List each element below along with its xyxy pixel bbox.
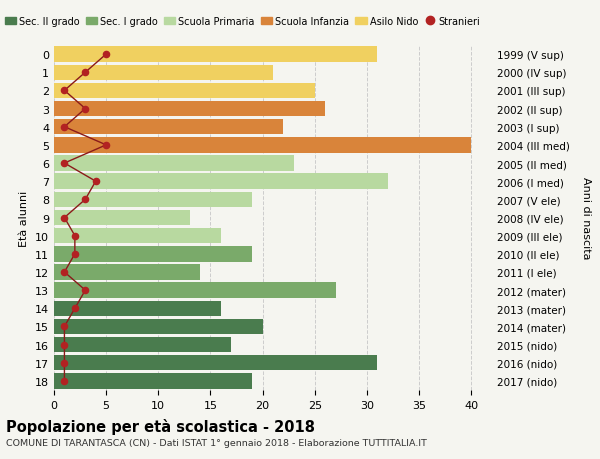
Point [80,196,90,204]
Bar [54,47,377,63]
Bar [54,84,315,99]
Point [70,232,80,240]
Bar [54,265,200,280]
Bar [54,65,273,81]
Point [101,142,111,149]
Point [59,341,69,348]
Bar [54,337,231,353]
Bar [54,174,388,190]
Bar [54,283,335,298]
Y-axis label: Anni di nascita: Anni di nascita [581,177,591,259]
Bar [54,301,221,316]
Point [70,251,80,258]
Point [70,305,80,312]
Point [59,160,69,168]
Legend: Sec. II grado, Sec. I grado, Scuola Primaria, Scuola Infanzia, Asilo Nido, Stran: Sec. II grado, Sec. I grado, Scuola Prim… [1,13,484,31]
Text: Popolazione per età scolastica - 2018: Popolazione per età scolastica - 2018 [6,418,315,434]
Point [59,269,69,276]
Point [101,51,111,59]
Bar [54,120,283,135]
Bar [54,192,252,207]
Point [91,178,101,185]
Point [80,287,90,294]
Point [80,106,90,113]
Bar [54,246,252,262]
Bar [54,229,221,244]
Point [59,88,69,95]
Bar [54,319,263,335]
Bar [54,101,325,117]
Point [59,124,69,131]
Point [59,359,69,367]
Point [80,69,90,77]
Bar [54,210,190,226]
Text: COMUNE DI TARANTASCA (CN) - Dati ISTAT 1° gennaio 2018 - Elaborazione TUTTITALIA: COMUNE DI TARANTASCA (CN) - Dati ISTAT 1… [6,438,427,448]
Y-axis label: Età alunni: Età alunni [19,190,29,246]
Bar [54,138,471,153]
Point [59,377,69,385]
Bar [54,373,252,389]
Point [59,214,69,222]
Bar [54,156,294,171]
Point [59,323,69,330]
Bar [54,355,377,371]
